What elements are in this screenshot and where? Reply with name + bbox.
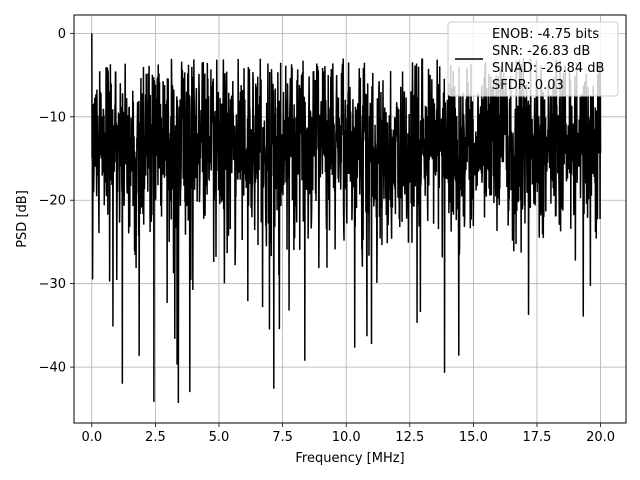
y-tick-label: −30 [39, 277, 66, 292]
psd-line [91, 33, 602, 403]
legend-entry-snr: SNR: -26.83 dB [492, 44, 590, 59]
y-tick-label: −20 [39, 194, 66, 209]
psd-trace [91, 33, 602, 403]
y-axis-label: PSD [dB] [15, 190, 30, 248]
x-tick-label: 5.0 [209, 430, 230, 445]
x-tick-label: 7.5 [272, 430, 293, 445]
x-tick-label: 12.5 [395, 430, 424, 445]
legend-entry-sinad: SINAD: -26.84 dB [492, 61, 604, 76]
x-tick-label: 15.0 [459, 430, 488, 445]
y-tick-label: 0 [58, 27, 66, 42]
x-tick-label: 2.5 [145, 430, 166, 445]
y-tick-label: −10 [39, 110, 66, 125]
x-axis-ticks: 0.0 2.5 5.0 7.5 10.0 12.5 15.0 17.5 20.0 [81, 423, 615, 445]
x-tick-label: 10.0 [332, 430, 361, 445]
y-axis-ticks: 0 −10 −20 −30 −40 [39, 27, 74, 376]
plot-frame [73, 14, 627, 424]
legend-entry-enob: ENOB: -4.75 bits [492, 27, 599, 42]
y-tick-label: −40 [39, 361, 66, 376]
x-tick-label: 0.0 [81, 430, 102, 445]
legend: ENOB: -4.75 bits SNR: -26.83 dB SINAD: -… [447, 21, 619, 97]
legend-box [447, 21, 619, 97]
x-tick-label: 20.0 [586, 430, 615, 445]
legend-entry-sfdr: SFDR: 0.03 [492, 78, 564, 93]
x-tick-label: 17.5 [522, 430, 551, 445]
x-axis-label: Frequency [MHz] [295, 451, 404, 466]
